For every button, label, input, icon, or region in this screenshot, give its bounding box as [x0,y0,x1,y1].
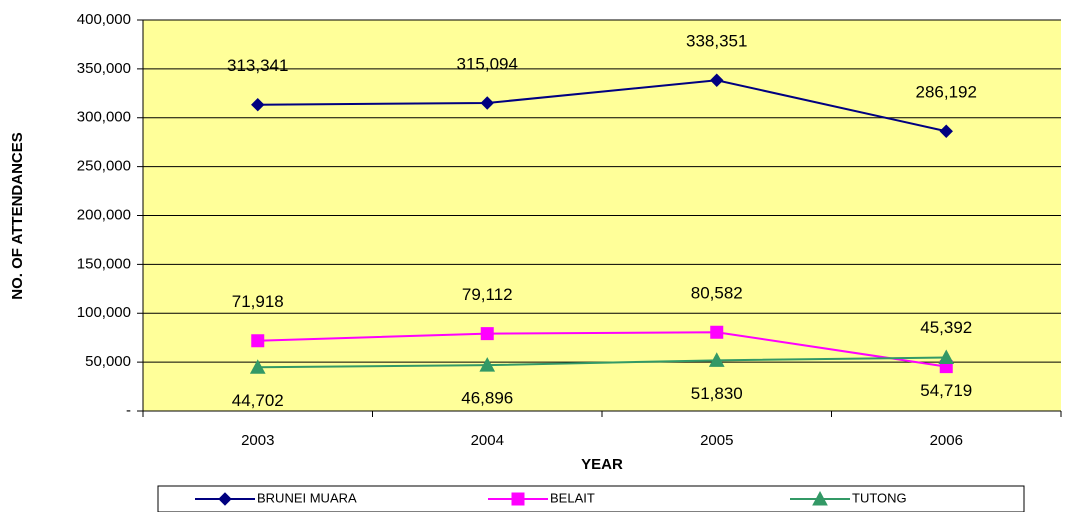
data-point [710,73,724,87]
data-label: 51,830 [691,384,743,403]
x-tick-label: 2004 [471,432,504,449]
series-line [257,331,947,368]
legend-label: TUTONG [852,490,907,505]
legend-marker [218,492,232,506]
x-axis-title: YEAR [581,456,623,473]
data-label: 80,582 [691,284,743,303]
y-tick-label: 350,000 [77,60,131,77]
data-label: 338,351 [686,32,747,51]
data-label: 54,719 [920,381,972,400]
data-label: 315,094 [457,54,518,73]
legend-label: BELAIT [550,490,595,505]
data-point [939,124,953,138]
y-tick-label: 100,000 [77,304,131,321]
y-tick-label: 50,000 [85,353,131,370]
x-tick-label: 2005 [700,432,733,449]
y-axis-title: NO. OF ATTENDANCES [9,132,26,300]
data-label: 46,896 [461,389,513,408]
series-line [257,356,947,369]
data-point [479,357,496,372]
y-tick-label: 300,000 [77,109,131,126]
y-tick-label: 200,000 [77,206,131,223]
y-tick-label: 250,000 [77,158,131,175]
data-point [251,98,265,112]
data-label: 79,112 [462,285,513,304]
data-point [251,334,265,348]
x-tick-label: 2003 [241,432,274,449]
legend-box [157,485,1025,513]
data-point [249,359,266,374]
x-tick-label: 2006 [930,432,963,449]
data-point [480,96,494,110]
data-point [708,352,725,367]
legend-label: BRUNEI MUARA [257,490,357,505]
data-label: 313,341 [227,56,288,75]
data-point [938,349,955,365]
series-line [257,79,947,133]
data-point [710,325,724,339]
legend-marker [812,490,828,506]
y-tick-label: 150,000 [77,255,131,272]
y-tick-label: 400,000 [77,11,131,28]
legend-marker [511,492,525,506]
data-label: 71,918 [232,292,284,311]
data-label: 44,702 [232,391,284,410]
data-label: 286,192 [916,83,977,102]
data-point [480,327,494,341]
data-label: 45,392 [920,318,972,337]
y-tick-label: - [126,402,131,419]
